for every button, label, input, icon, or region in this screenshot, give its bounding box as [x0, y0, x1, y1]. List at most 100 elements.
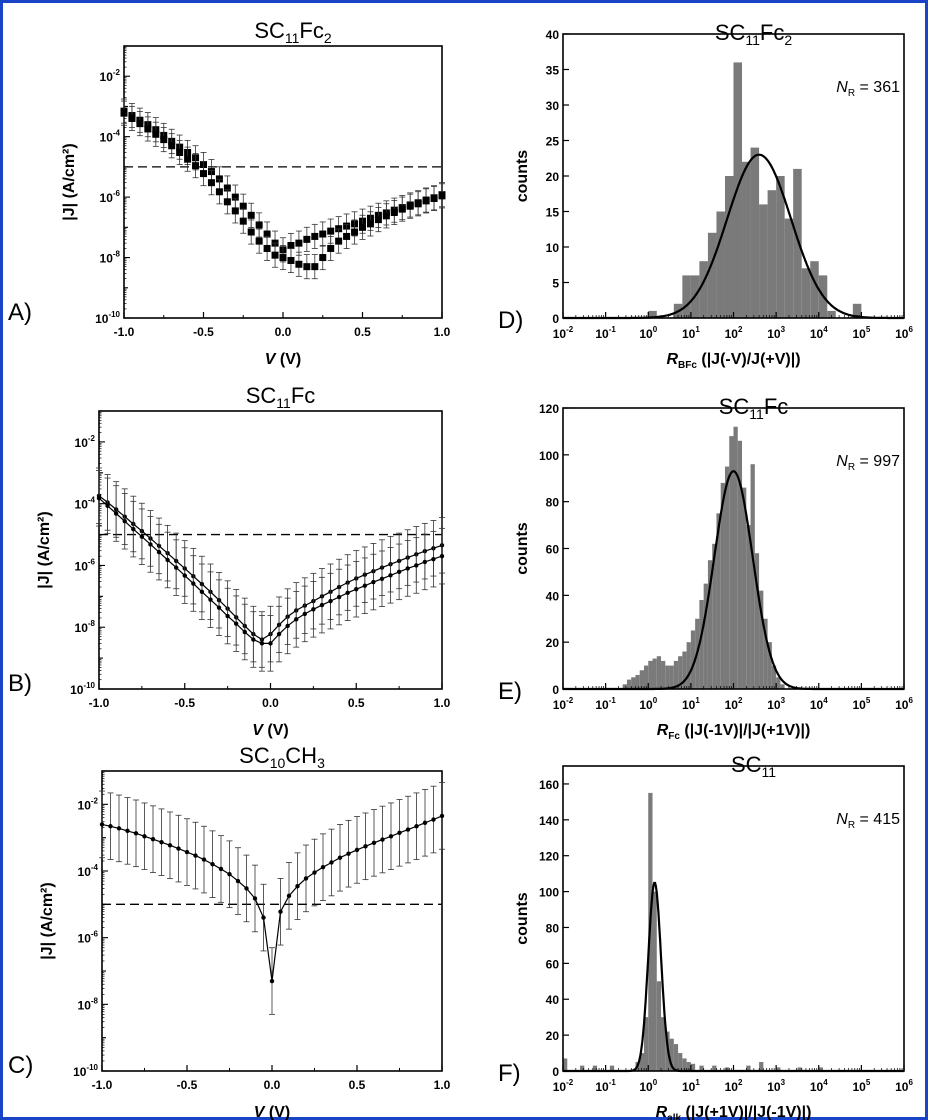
data-point [295, 260, 303, 268]
y-tick-label: 10-2 [100, 68, 121, 84]
axis-expression: (|J(-V)/J(+V)|) [697, 351, 801, 368]
data-point [371, 579, 376, 585]
y-tick-label: 10-6 [100, 189, 121, 205]
histogram-bar [746, 1065, 751, 1071]
tick-base: 10 [100, 70, 114, 84]
panel-b: -1.0 -0.5 0.0 0.5 1.010-210-410-610-810-10SC… [8, 383, 451, 739]
tick-exponent: -4 [113, 129, 121, 138]
x-tick-label: -1.0 [92, 1078, 113, 1092]
title-part: SC [246, 383, 277, 408]
data-point [388, 834, 394, 839]
panel-label: E) [498, 678, 522, 705]
tick-exponent: -10 [108, 310, 120, 319]
tick-exponent: 0 [653, 696, 658, 705]
data-point [336, 594, 342, 600]
histogram-bar [639, 1053, 644, 1071]
panel-label: D) [498, 307, 523, 334]
tick-base: 10 [852, 1080, 866, 1094]
axis-var: V [252, 722, 264, 739]
y-tick-label: 10-2 [75, 434, 96, 450]
y-tick-label: 20 [546, 1029, 560, 1043]
tick-exponent: 1 [695, 696, 700, 705]
tick-base: 10 [595, 327, 609, 341]
x-tick-label: 103 [767, 1078, 785, 1094]
title-part: SC [731, 752, 762, 777]
histogram-bar [703, 583, 708, 689]
data-point [176, 846, 181, 851]
data-point [165, 557, 170, 563]
x-tick-label: 105 [852, 325, 870, 341]
data-point [397, 830, 402, 835]
data-series [120, 98, 446, 263]
data-point [263, 244, 271, 252]
tick-exponent: -2 [113, 68, 121, 77]
data-point [303, 263, 311, 271]
data-point [396, 569, 402, 575]
x-tick-label: 100 [639, 325, 657, 341]
data-point [422, 197, 430, 205]
x-tick-label: 10-2 [553, 696, 574, 712]
x-axis-label: RBFc (|J(-V)/J(+V)|) [666, 351, 800, 371]
plot-frame [562, 765, 905, 1072]
histogram-bar [673, 660, 679, 689]
histogram-bar [737, 440, 743, 689]
panel-label: C) [8, 1052, 33, 1079]
data-point [125, 828, 130, 834]
data-point [414, 200, 422, 208]
x-tick-label: 10-2 [553, 1078, 574, 1094]
tick-exponent: 5 [866, 696, 871, 705]
data-point [303, 235, 311, 243]
histogram-bars [563, 792, 824, 1071]
x-axis-label: V (V) [252, 722, 288, 739]
x-tick-label: 101 [682, 1078, 700, 1094]
tick-base: 10 [553, 1080, 567, 1094]
histogram-bar [652, 658, 657, 689]
axis-var: R [666, 351, 678, 368]
y-tick-label: 160 [539, 778, 559, 792]
histogram-bar [652, 891, 657, 1071]
tick-base: 10 [810, 1080, 824, 1094]
title-part: CH [285, 743, 317, 768]
histogram-bar [643, 1017, 649, 1071]
data-point [329, 860, 334, 865]
y-tick-label: 120 [539, 850, 559, 864]
histogram-bar [661, 1017, 666, 1071]
tick-exponent: 4 [823, 1078, 828, 1087]
data-series [120, 100, 446, 280]
tick-exponent: 2 [738, 1078, 743, 1087]
tick-exponent: 1 [695, 1078, 700, 1087]
data-point [168, 142, 176, 150]
data-point [231, 207, 239, 215]
data-point [430, 194, 438, 202]
histogram-bar [771, 665, 777, 689]
histogram-bar [682, 651, 687, 689]
x-tick-label: 100 [639, 1078, 657, 1094]
x-tick-label: -1.0 [89, 696, 110, 710]
histogram-bar [631, 677, 636, 689]
data-point [374, 216, 382, 224]
tick-base: 10 [895, 698, 909, 712]
sample-count-label: NR = 415 [836, 811, 900, 831]
data-point [371, 840, 377, 846]
x-tick-label: -0.5 [177, 1078, 198, 1092]
data-point [247, 211, 255, 219]
histogram-bar [669, 1038, 674, 1071]
tick-exponent: -4 [91, 863, 99, 872]
histogram-bar [661, 660, 666, 689]
histogram-bar [776, 1067, 781, 1071]
x-tick-label: 106 [895, 325, 913, 341]
axis-var-subscript: BFc [678, 360, 697, 371]
data-point [152, 130, 160, 138]
title-part: Fc [299, 18, 323, 43]
data-point [302, 611, 307, 617]
tick-exponent: 2 [738, 696, 743, 705]
y-tick-label: 10-10 [70, 681, 95, 697]
x-tick-label: 103 [767, 325, 785, 341]
histogram-bar [716, 513, 721, 689]
data-point [255, 237, 263, 245]
data-point [398, 205, 406, 213]
data-point [311, 263, 319, 271]
